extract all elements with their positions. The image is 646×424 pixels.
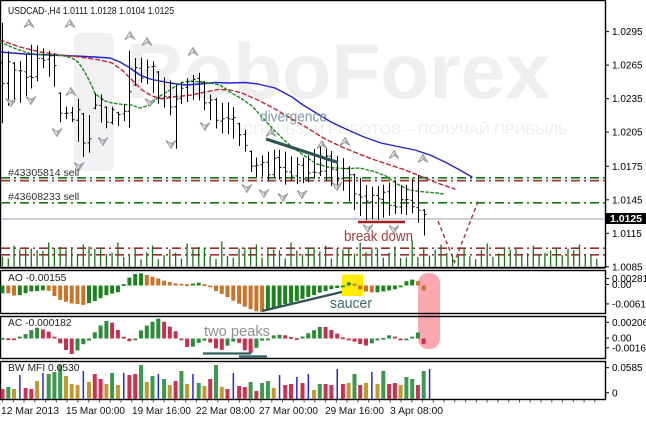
svg-text:1.0265: 1.0265 — [612, 61, 643, 72]
svg-text:19 Mar 16:00: 19 Mar 16:00 — [132, 406, 191, 417]
svg-text:3 Apr 08:00: 3 Apr 08:00 — [390, 406, 443, 417]
svg-text:0.00: 0.00 — [612, 334, 632, 345]
svg-text:break down: break down — [344, 228, 413, 245]
svg-text:AC -0.000182: AC -0.000182 — [8, 318, 72, 329]
svg-text:27 Mar 00:00: 27 Mar 00:00 — [259, 406, 318, 417]
svg-text:BW MFI 0.0530: BW MFI 0.0530 — [8, 363, 80, 374]
svg-text:1.0205: 1.0205 — [612, 128, 643, 139]
svg-text:divergence: divergence — [260, 109, 327, 126]
svg-text:0.00281: 0.00281 — [612, 274, 646, 285]
svg-text:0: 0 — [612, 388, 618, 399]
svg-text:two peaks: two peaks — [204, 323, 270, 340]
svg-text:-0.00162: -0.00162 — [612, 343, 646, 354]
svg-text:0.002063: 0.002063 — [612, 318, 646, 329]
svg-text:12 Mar 2013: 12 Mar 2013 — [1, 406, 59, 417]
svg-text:1.0085: 1.0085 — [612, 262, 643, 273]
svg-text:1.0145: 1.0145 — [612, 195, 643, 206]
svg-text:-0.00613: -0.00613 — [612, 299, 646, 310]
svg-text:0.00: 0.00 — [612, 280, 632, 291]
svg-text:15 Mar 00:00: 15 Mar 00:00 — [66, 406, 125, 417]
svg-text:#43608233 sell: #43608233 sell — [8, 191, 79, 203]
svg-text:1.0235: 1.0235 — [612, 94, 643, 105]
svg-text:saucer: saucer — [330, 295, 372, 312]
svg-text:1.0115: 1.0115 — [612, 229, 642, 240]
svg-text:29 Mar 16:00: 29 Mar 16:00 — [325, 406, 384, 417]
svg-text:1.0295: 1.0295 — [612, 27, 643, 38]
svg-text:#43305814 sell: #43305814 sell — [8, 167, 79, 179]
svg-text:1.0125: 1.0125 — [610, 213, 642, 225]
svg-text:22 Mar 08:00: 22 Mar 08:00 — [196, 406, 255, 417]
svg-text:0.0585: 0.0585 — [612, 363, 643, 374]
svg-text:AO -0.00155: AO -0.00155 — [8, 273, 67, 284]
svg-text:RoboForex: RoboForex — [126, 27, 550, 115]
svg-text:USDCAD-,H4 1.0111 1.0128 1.01: USDCAD-,H4 1.0111 1.0128 1.0104 1.0125 — [8, 5, 174, 17]
svg-text:1.0175: 1.0175 — [612, 162, 643, 173]
